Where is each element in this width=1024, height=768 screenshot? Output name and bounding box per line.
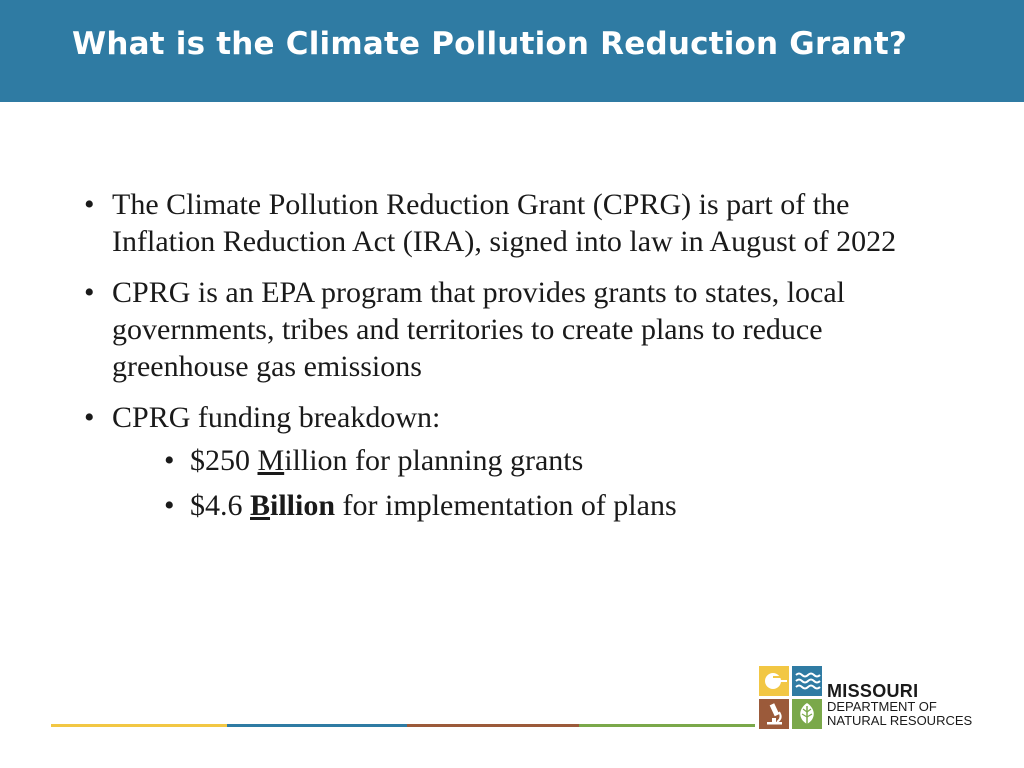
sub-bullet-marker: • — [164, 489, 175, 522]
bullet-text: CPRG funding breakdown: — [112, 401, 441, 434]
logo-department: DEPARTMENT OF — [827, 699, 937, 714]
bullet-item: • CPRG is an EPA program that provides g… — [84, 274, 944, 385]
water-icon — [792, 666, 822, 696]
funding-description: illion for planning grants — [284, 444, 584, 477]
billion-rest: illion — [270, 489, 336, 522]
title-bar: What is the Climate Pollution Reduction … — [0, 0, 1024, 102]
sub-bullet-item: • $4.6 Billion for implementation of pla… — [164, 487, 944, 524]
funding-amount: $4.6 — [190, 489, 250, 522]
mo-dnr-logo: MISSOURI DEPARTMENT OF NATURAL RESOURCES — [759, 666, 974, 730]
footer-line-yellow — [51, 724, 227, 727]
logo-text: MISSOURI DEPARTMENT OF NATURAL RESOURCES — [827, 682, 972, 728]
footer-line-blue — [227, 724, 407, 727]
bullet-marker: • — [84, 276, 95, 309]
bullet-marker: • — [84, 401, 95, 434]
bullet-text: The Climate Pollution Reduction Grant (C… — [112, 188, 897, 258]
sub-bullet-item: • $250 Million for planning grants — [164, 442, 944, 479]
funding-description: for implementation of plans — [335, 489, 677, 522]
bullet-text: CPRG is an EPA program that provides gra… — [112, 276, 845, 383]
billion-initial: B — [250, 489, 271, 522]
bullet-item: • The Climate Pollution Reduction Grant … — [84, 186, 944, 260]
bullet-item: • CPRG funding breakdown: • $250 Million… — [84, 399, 944, 524]
sub-bullet-marker: • — [164, 444, 175, 477]
slide-title: What is the Climate Pollution Reduction … — [72, 26, 908, 62]
footer-line-green — [579, 724, 755, 727]
leaf-icon — [792, 699, 822, 729]
sub-bullet-list: • $250 Million for planning grants • $4.… — [112, 442, 944, 524]
logo-natural-resources: NATURAL RESOURCES — [827, 713, 973, 728]
microscope-icon — [759, 699, 789, 729]
funding-amount: $250 — [190, 444, 258, 477]
footer-line-brown — [407, 724, 579, 727]
bullet-marker: • — [84, 188, 95, 221]
bullet-list: • The Climate Pollution Reduction Grant … — [84, 186, 944, 524]
million-initial: M — [257, 444, 285, 477]
sun-icon — [759, 666, 789, 696]
slide-content: • The Climate Pollution Reduction Grant … — [84, 186, 944, 538]
logo-missouri: MISSOURI — [827, 681, 919, 701]
